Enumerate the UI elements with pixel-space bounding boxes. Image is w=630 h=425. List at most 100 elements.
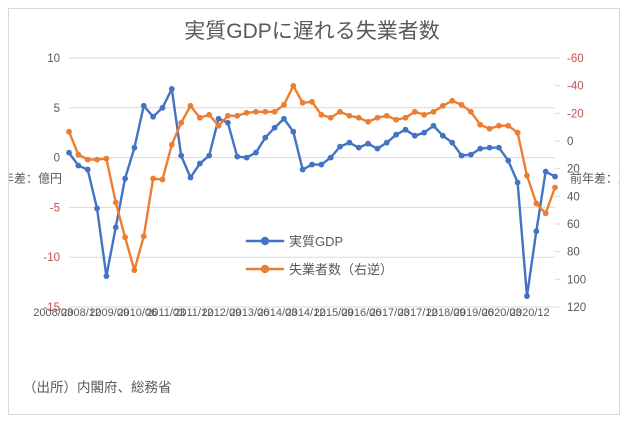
x-axis-tick-label: 2019/06 (454, 307, 494, 319)
data-point (327, 114, 334, 121)
left-axis-tick-label: 0 (54, 153, 60, 165)
legend-item-real-gdp[interactable]: 実質GDP (245, 234, 343, 249)
data-point (253, 149, 259, 156)
legend-label: 実質GDP (289, 234, 343, 249)
data-point (421, 111, 428, 118)
x-axis-tick-label: 2009/09 (89, 307, 129, 319)
right-axis-tick-label: 0 (567, 136, 573, 148)
data-point (365, 118, 371, 125)
data-point (458, 101, 465, 108)
data-point (262, 134, 269, 141)
data-point (94, 205, 100, 212)
data-point (346, 139, 353, 146)
data-point (505, 122, 512, 129)
data-point (524, 293, 530, 299)
data-point (430, 122, 437, 129)
data-point (355, 144, 362, 151)
data-point (159, 176, 166, 183)
data-point (327, 154, 334, 161)
data-point (178, 119, 185, 126)
x-axis-tick-label: 2020/03 (482, 307, 522, 319)
data-point (533, 200, 540, 207)
data-point (243, 109, 250, 116)
data-point (496, 144, 502, 151)
data-point (411, 108, 418, 115)
x-axis-tick-label: 2011/12 (174, 307, 213, 319)
data-point (187, 174, 194, 181)
left-axis-tick-label: -10 (43, 252, 60, 264)
data-point (552, 184, 558, 191)
x-axis-tick-label: 2013/06 (230, 307, 270, 319)
right-axis-tick-label: 100 (567, 274, 586, 286)
data-point (411, 132, 418, 139)
data-point (486, 125, 493, 132)
legend-swatch-marker (260, 236, 270, 246)
left-axis-tick-label: -5 (50, 202, 60, 214)
data-point (505, 157, 512, 164)
left-axis-tick-label: 10 (47, 53, 60, 65)
data-point (467, 108, 474, 115)
data-point (374, 145, 381, 152)
data-point (262, 108, 269, 115)
data-point (383, 112, 390, 119)
data-point (150, 175, 157, 182)
x-axis-tick-label: 2012/09 (201, 307, 241, 319)
left-axis-title: 前年差：億円 (9, 171, 62, 186)
data-point (168, 141, 175, 148)
data-point (467, 151, 474, 158)
data-point (94, 156, 100, 163)
right-axis-tick-label: 120 (567, 302, 586, 314)
data-point (477, 121, 484, 128)
right-axis-tick-label: 20 (567, 164, 580, 176)
data-point (486, 144, 493, 151)
data-point (402, 114, 409, 121)
data-point (309, 161, 315, 168)
data-point (140, 233, 147, 240)
data-point (355, 114, 362, 121)
data-point (374, 114, 381, 121)
left-axis-tick-label: -15 (43, 302, 60, 314)
data-point (439, 132, 446, 139)
series-unemployment (66, 82, 558, 274)
data-point (430, 108, 437, 115)
x-axis-tick-label: 2020/12 (510, 307, 550, 319)
legend-item-unemployment[interactable]: 失業者数（右逆） (245, 262, 393, 277)
data-point (243, 154, 250, 161)
x-axis-tick-label: 2015/09 (314, 307, 354, 319)
data-point (458, 152, 465, 159)
data-point (75, 151, 82, 158)
x-axis-tick-label: 2017/03 (370, 307, 410, 319)
data-point (542, 168, 549, 175)
data-point (253, 108, 259, 115)
data-point (187, 102, 194, 109)
data-point (281, 115, 287, 122)
data-point (393, 131, 400, 138)
x-axis-tick-label: 2010/06 (117, 307, 157, 319)
x-axis-tick-label: 2014/12 (286, 307, 326, 319)
data-point (383, 139, 390, 146)
data-point (449, 139, 456, 146)
data-point (290, 82, 297, 89)
right-axis-tick-label: 80 (567, 247, 580, 259)
data-point (234, 153, 241, 160)
data-point (206, 111, 213, 118)
data-point (346, 112, 353, 119)
data-point (514, 129, 521, 136)
right-axis-tick-label: -60 (567, 53, 584, 65)
data-point (542, 210, 549, 217)
data-point (215, 122, 222, 129)
data-point (131, 144, 138, 151)
right-axis-title: 前年差：万人 (570, 171, 619, 186)
data-point (281, 101, 287, 108)
data-point (299, 166, 306, 173)
data-point (365, 140, 371, 147)
data-point (533, 228, 540, 235)
data-point (122, 175, 128, 182)
data-point (168, 85, 175, 92)
data-point (477, 145, 484, 152)
data-point (337, 108, 343, 115)
data-point (402, 126, 409, 133)
data-point (337, 143, 343, 150)
left-axis-tick-label: 5 (54, 103, 60, 115)
data-point (299, 99, 306, 106)
